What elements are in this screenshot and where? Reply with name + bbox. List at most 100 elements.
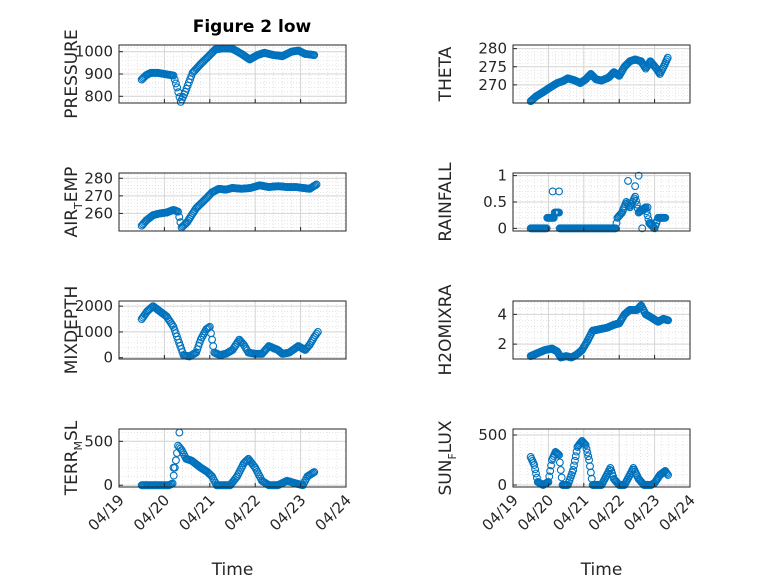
series-markers — [526, 437, 672, 489]
y-tick-label: 280 — [478, 40, 507, 58]
y-tick-label: 0 — [103, 476, 113, 494]
x-axis-label: Time — [211, 560, 254, 580]
data-point — [581, 441, 590, 449]
y-label-part: MIXDEPTH — [62, 286, 82, 375]
data-point — [169, 471, 178, 480]
y-axis-label: H2OMIXRA — [436, 284, 456, 375]
axes-box — [512, 300, 691, 360]
data-point — [308, 337, 316, 345]
data-point — [570, 461, 578, 470]
data-point — [571, 452, 580, 461]
subplot-rainfall: 0 0.5 1 RAINFALL — [436, 162, 691, 242]
y-tick-label: 1 — [497, 167, 507, 185]
data-point — [311, 181, 320, 190]
y-label-part: H2OMIXRA — [436, 284, 456, 375]
y-label-part: TERR — [62, 450, 82, 496]
data-point — [582, 444, 591, 453]
y-axis-label: SUNFLUX — [436, 420, 459, 495]
y-label-part: AIR — [62, 209, 82, 238]
data-point — [171, 456, 180, 465]
data-point — [616, 210, 625, 219]
data-point — [632, 196, 640, 205]
y-axis-label: PRESSURE — [62, 29, 82, 118]
y-axis-label: TERRMSL — [62, 420, 85, 496]
y-label-part: SL — [62, 420, 82, 441]
plot-area — [119, 173, 346, 231]
data-point — [306, 338, 315, 347]
y-tick-label: 270 — [84, 187, 113, 205]
data-point — [169, 71, 178, 80]
y-label-part: EMP — [62, 167, 82, 203]
y-label-subscript: T — [72, 202, 85, 210]
data-point — [293, 342, 302, 351]
data-point — [632, 200, 641, 209]
data-point — [584, 452, 593, 461]
data-point — [312, 329, 321, 338]
y-tick-label: 270 — [478, 76, 507, 94]
data-point — [569, 466, 578, 474]
data-point — [631, 182, 640, 191]
data-point — [244, 54, 253, 63]
series-markers — [526, 171, 670, 233]
data-point — [647, 219, 656, 228]
series-markers — [526, 301, 672, 362]
axes-box — [118, 428, 347, 488]
y-tick-label: 1000 — [75, 43, 113, 61]
data-point — [640, 204, 648, 213]
data-point — [555, 451, 563, 459]
data-point — [643, 211, 652, 220]
y-tick-label: 0.5 — [483, 193, 507, 211]
y-axis-label: THETA — [436, 46, 456, 102]
y-tick-label: 900 — [84, 65, 113, 83]
data-point — [546, 467, 555, 475]
data-point — [170, 75, 179, 84]
axes-box — [512, 44, 691, 104]
data-point — [174, 207, 182, 216]
y-tick-label: 260 — [84, 204, 113, 222]
data-point — [169, 463, 178, 472]
data-point — [530, 461, 539, 469]
y-tick-label: 1000 — [75, 323, 113, 341]
data-point — [309, 468, 318, 477]
y-tick-label: 500 — [84, 432, 113, 450]
data-point — [305, 340, 314, 349]
data-point — [308, 469, 316, 478]
y-label-part: PRESSURE — [62, 29, 82, 118]
y-label-part: LUX — [436, 420, 456, 453]
series-markers — [526, 53, 672, 106]
y-tick-label: 0 — [103, 349, 113, 367]
y-axis-label: MIXDEPTH — [62, 286, 82, 375]
y-axis-label: RAINFALL — [436, 162, 456, 242]
data-point — [171, 79, 180, 88]
y-axis-label: AIRTEMP — [62, 167, 85, 238]
data-point — [545, 472, 554, 481]
data-point — [556, 466, 565, 474]
axes-box — [118, 172, 347, 232]
y-tick-label: 800 — [84, 87, 113, 105]
series-markers — [137, 302, 322, 361]
data-point — [664, 471, 672, 479]
data-point — [547, 461, 556, 470]
data-point — [638, 224, 647, 233]
axes-box — [118, 300, 347, 360]
data-point — [241, 342, 249, 351]
data-point — [580, 440, 589, 448]
data-point — [168, 321, 177, 330]
data-point — [634, 171, 643, 180]
data-point — [557, 473, 566, 482]
data-point — [542, 224, 551, 233]
y-label-part: THETA — [436, 46, 456, 102]
figure-title: Figure 2 low — [193, 17, 312, 37]
data-point — [659, 468, 668, 477]
y-label-part: RAINFALL — [436, 162, 456, 242]
data-point — [572, 447, 581, 456]
data-point — [570, 456, 579, 465]
data-point — [531, 465, 540, 474]
data-point — [312, 180, 321, 189]
data-point — [583, 448, 592, 457]
data-point — [631, 192, 640, 201]
